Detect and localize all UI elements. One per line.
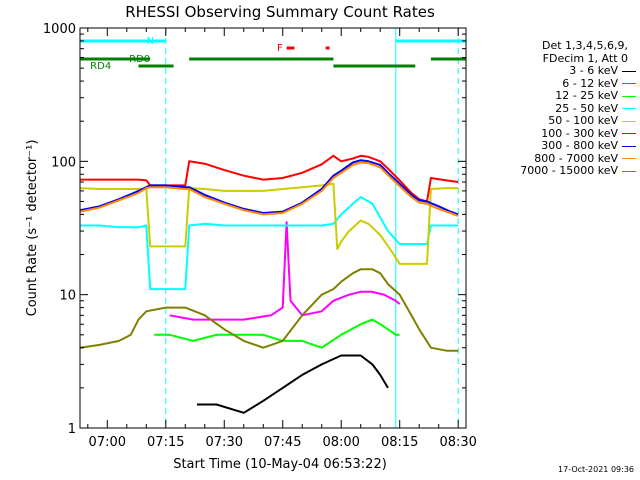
f-label: F [277, 43, 283, 54]
legend-entry: 800 - 7000 keV [478, 151, 638, 166]
rd0-label: RD0 [129, 54, 150, 65]
legend-label: 25 - 50 keV [555, 101, 618, 115]
series-line-5 [80, 154, 459, 203]
series-line-0 [197, 354, 389, 414]
legend-label: 100 - 300 keV [541, 126, 618, 140]
series-line-8 [79, 268, 459, 352]
legend-swatch [622, 158, 636, 160]
legend-entry: 300 - 800 keV [478, 139, 638, 153]
n-label: N [147, 36, 154, 47]
x-tick-label-3: 07:45 [264, 435, 301, 450]
legend-entry: 50 - 100 keV [478, 114, 638, 128]
legend-header-2: FDecim 1, Att 0 [542, 52, 628, 65]
y-tick-label-3: 1000 [43, 22, 76, 37]
series-line-4 [79, 182, 459, 265]
axes: 1 10 100 1000 07:00 07:15 07:30 07:45 08:00 08:15… [43, 22, 477, 450]
legend-swatch [622, 108, 636, 110]
legend-entry: 12 - 25 keV [478, 89, 638, 103]
legend-entries: 3 - 6 keV 6 - 12 keV 12 - 25 keV 25 - 50 ke… [478, 64, 638, 178]
legend-label: 7000 - 15000 keV [520, 164, 618, 177]
timestamp: 17-Oct-2021 09:36 [558, 465, 634, 474]
legend-swatch [622, 133, 636, 135]
legend: Det 1,3,4,5,6,9, FDecim 1, Att 0 3 - 6 k… [478, 39, 638, 178]
y-tick-label-1: 10 [59, 289, 76, 304]
x-tick-label-6: 08:30 [439, 435, 476, 450]
legend-label: 300 - 800 keV [541, 139, 618, 152]
series-line-3 [80, 196, 459, 291]
series-line-2 [154, 318, 400, 349]
y-axis-label: Count Rate (s⁻¹ detector⁻¹) [25, 140, 40, 317]
legend-swatch [622, 70, 636, 72]
legend-swatch [622, 145, 636, 147]
legend-entry: 25 - 50 keV [478, 101, 638, 116]
legend-swatch [622, 95, 636, 97]
x-tick-label-1: 07:15 [147, 435, 184, 450]
legend-header-1: Det 1,3,4,5,6,9, [541, 39, 628, 52]
y-tick-label-2: 100 [51, 155, 76, 170]
legend-entry: 100 - 300 keV [478, 126, 638, 141]
x-tick-label-0: 07:00 [89, 435, 126, 450]
legend-label: 3 - 6 keV [569, 64, 618, 77]
state-markers: N F RD0 RD4 [80, 36, 466, 72]
legend-entry: 7000 - 15000 keV [478, 164, 638, 178]
x-tick-label-4: 08:00 [322, 435, 359, 450]
legend-label: 800 - 7000 keV [534, 151, 618, 165]
y-tick-label-0: 1 [68, 422, 76, 437]
legend-swatch [622, 170, 636, 172]
legend-label: 6 - 12 keV [562, 76, 618, 90]
x-axis-label: Start Time (10-May-04 06:53:22) [173, 457, 387, 472]
chart-title: RHESSI Observing Summary Count Rates [125, 3, 435, 21]
legend-entry: 6 - 12 keV [478, 76, 638, 91]
series-lines [79, 154, 459, 414]
series-line-7 [79, 161, 459, 217]
legend-label: 12 - 25 keV [555, 89, 618, 102]
plot-frame [79, 27, 467, 429]
rd4-label: RD4 [90, 61, 111, 72]
series-line-6 [79, 159, 459, 216]
series-line-1 [169, 221, 401, 321]
legend-swatch [622, 120, 636, 122]
legend-entry: 3 - 6 keV [478, 64, 638, 78]
legend-swatch [622, 83, 636, 85]
x-tick-label-2: 07:30 [206, 435, 243, 450]
x-tick-label-5: 08:15 [381, 435, 418, 450]
legend-label: 50 - 100 keV [548, 114, 618, 127]
